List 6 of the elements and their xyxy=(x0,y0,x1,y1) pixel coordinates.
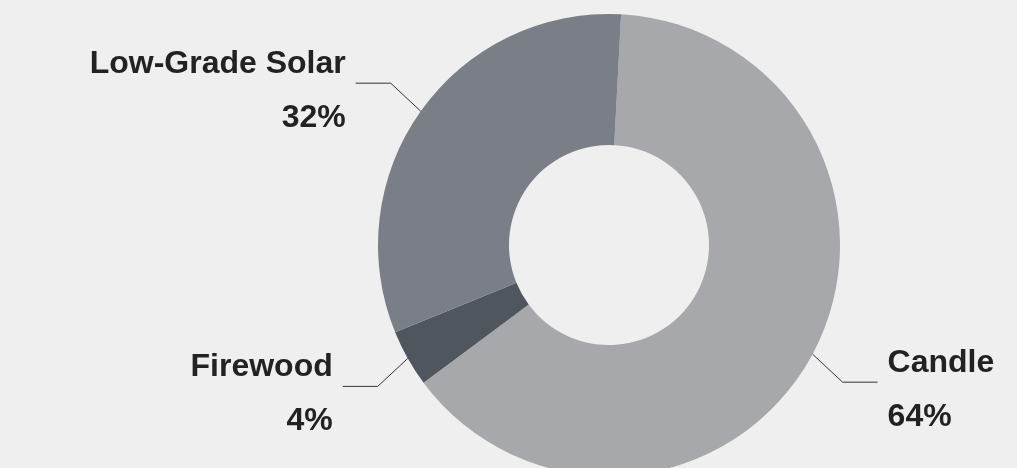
slice-label: Low-Grade Solar xyxy=(89,44,346,81)
data-label: 32% xyxy=(281,98,346,135)
data-label: 64% xyxy=(887,397,952,434)
slice-label: Firewood xyxy=(190,347,333,384)
slice-label: Candle xyxy=(887,343,995,380)
data-label: 4% xyxy=(286,401,333,438)
